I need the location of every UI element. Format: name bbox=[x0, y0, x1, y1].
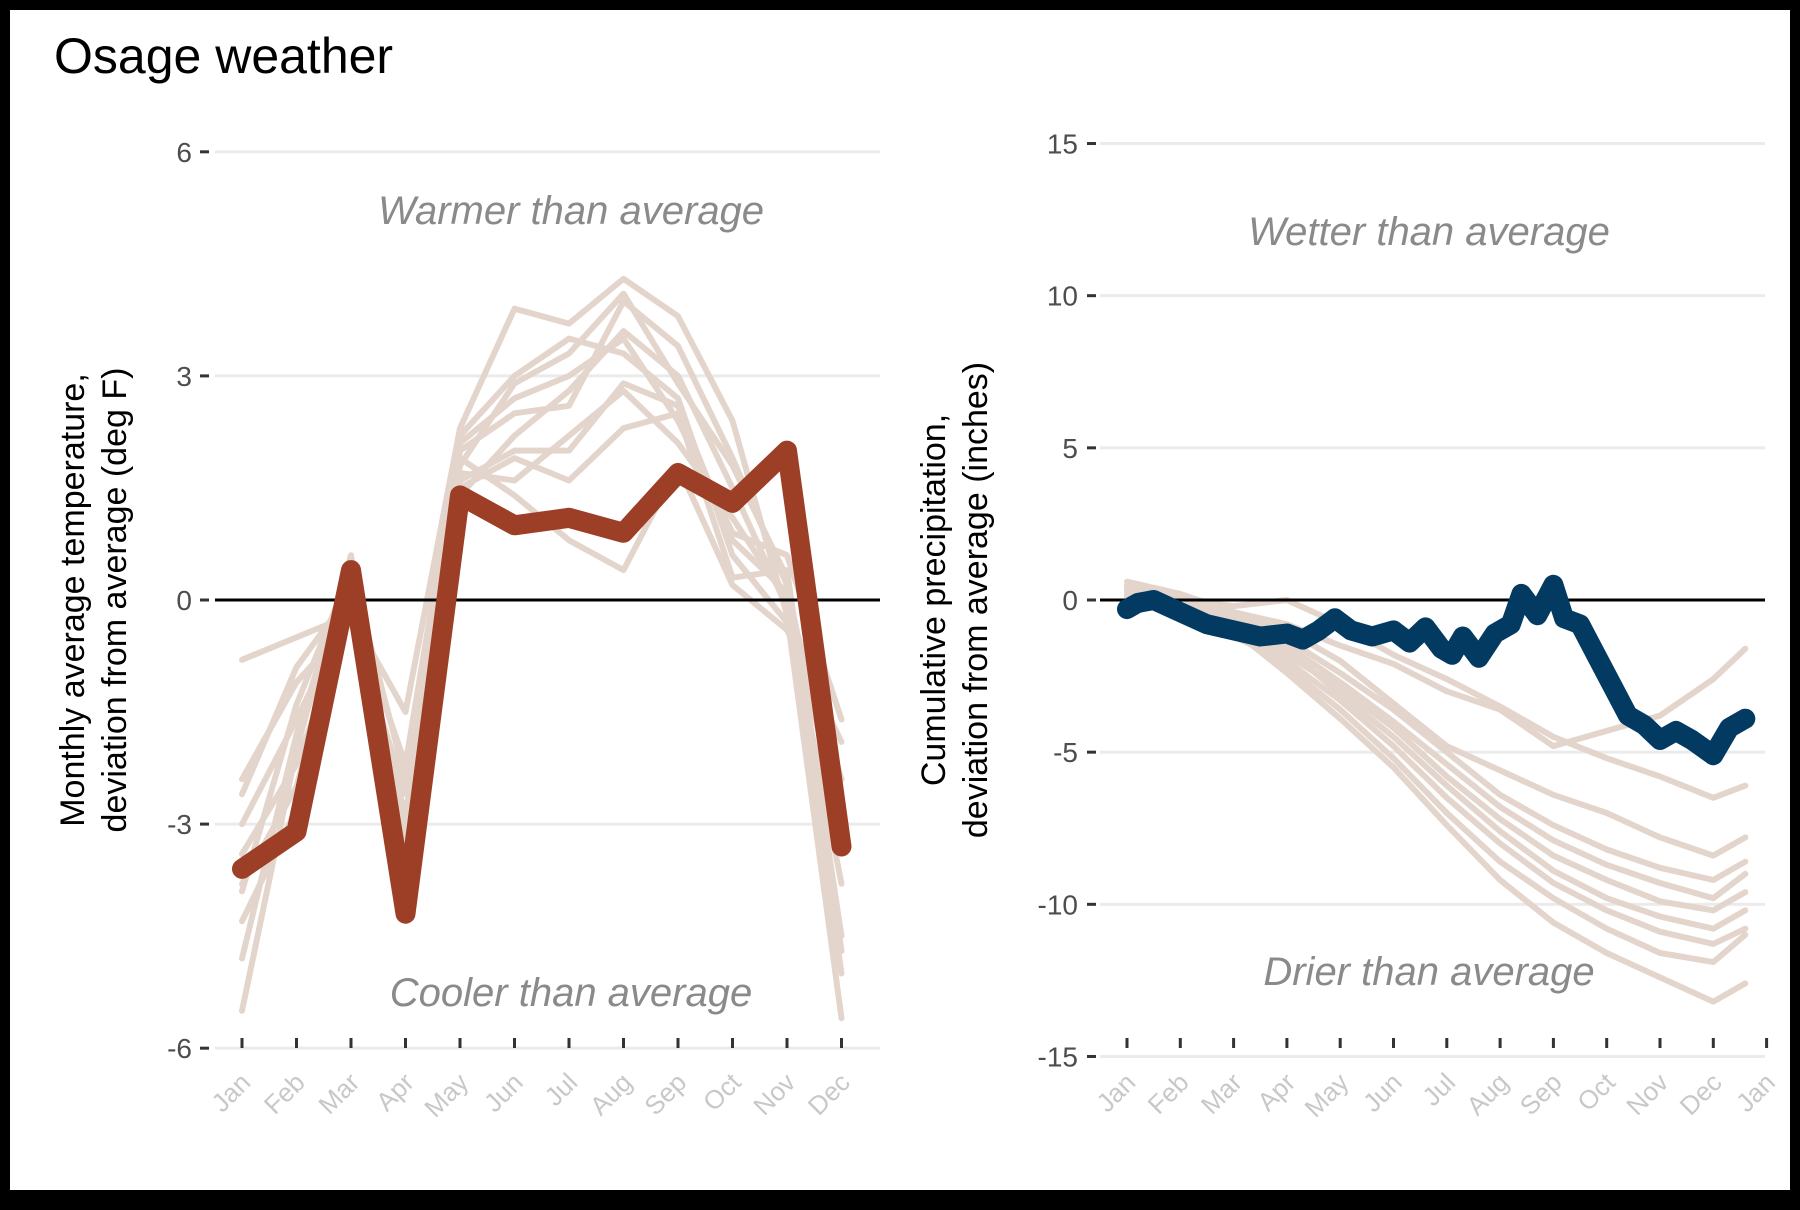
temp-xtick-label: Jun bbox=[478, 1067, 529, 1118]
precip-y-axis-title-line: deviation from average (inches) bbox=[957, 362, 995, 838]
temp-xtick-label: Sep bbox=[638, 1067, 692, 1121]
temp-ytick-label: 0 bbox=[176, 585, 192, 616]
temp-xtick-label: Oct bbox=[697, 1066, 747, 1116]
temp-xtick-label: May bbox=[418, 1067, 474, 1123]
precip-xtick-label: Dec bbox=[1674, 1067, 1728, 1121]
precip-y-axis-title: Cumulative precipitation, deviation from … bbox=[915, 362, 995, 838]
precip-background-line bbox=[1124, 590, 1749, 883]
precip-xtick-label: Nov bbox=[1620, 1067, 1674, 1121]
precipitation-panel: 15 10 5 0 -5 -10 -15 Cumulative precipitation, d… bbox=[915, 129, 1781, 1123]
temp-ytick-label: -3 bbox=[167, 809, 192, 840]
temp-xtick-label: Jul bbox=[539, 1067, 584, 1112]
precip-xtick-label: Jan bbox=[1730, 1067, 1781, 1118]
precip-ytick-label: 5 bbox=[1062, 433, 1078, 464]
temp-y-axis-title-line: deviation from average (deg F) bbox=[96, 368, 134, 833]
precip-xtick-label: Aug bbox=[1460, 1067, 1514, 1121]
precip-xtick-label: Apr bbox=[1251, 1067, 1301, 1117]
temp-xtick-label: Jan bbox=[205, 1067, 256, 1118]
precip-ytick-label: -15 bbox=[1038, 1041, 1078, 1072]
temp-xtick-label: Aug bbox=[584, 1067, 638, 1121]
precip-ytick-label: 0 bbox=[1062, 585, 1078, 616]
temp-xtick-label: Feb bbox=[258, 1067, 311, 1120]
temp-xtick-label: Nov bbox=[747, 1067, 801, 1121]
temp-xtick-label: Mar bbox=[312, 1067, 365, 1120]
temp-annotation-top: Warmer than average bbox=[378, 189, 764, 233]
precip-xtick-label: May bbox=[1298, 1067, 1354, 1123]
precip-xtick-label: Jul bbox=[1416, 1067, 1461, 1112]
temp-ytick-label: 3 bbox=[176, 361, 192, 392]
precip-xtick-label: Jun bbox=[1357, 1067, 1408, 1118]
temp-highlight-line bbox=[232, 440, 852, 924]
precip-xtick-label: Oct bbox=[1571, 1066, 1621, 1116]
precip-xtick-label: Sep bbox=[1514, 1067, 1568, 1121]
precip-ytick-label: -5 bbox=[1053, 737, 1078, 768]
precip-background-line bbox=[1124, 587, 1749, 801]
precip-background-line bbox=[1124, 581, 1749, 859]
precip-highlight-line bbox=[1117, 574, 1756, 766]
temp-ytick-label: 6 bbox=[176, 137, 192, 168]
precip-annotation-top: Wetter than average bbox=[1248, 210, 1610, 254]
precip-xtick-label: Mar bbox=[1195, 1067, 1248, 1120]
precip-y-axis-title-line: Cumulative precipitation, bbox=[915, 414, 953, 786]
temp-annotation-bottom: Cooler than average bbox=[390, 971, 752, 1015]
osage-weather-figure: Osage weather 6 3 0 -3 -6 Monthly average tem… bbox=[54, 28, 1781, 1123]
precip-ytick-label: -10 bbox=[1038, 889, 1078, 920]
temp-ytick-label: -6 bbox=[167, 1033, 192, 1064]
precip-annotation-bottom: Drier than average bbox=[1263, 950, 1594, 994]
temp-y-axis-title-line: Monthly average temperature, bbox=[54, 373, 92, 827]
temp-y-axis-title: Monthly average temperature, deviation fr… bbox=[54, 368, 134, 833]
precip-ytick-label: 15 bbox=[1047, 129, 1078, 160]
temperature-panel: 6 3 0 -3 -6 Monthly average temperature, devia… bbox=[54, 137, 880, 1123]
page-title: Osage weather bbox=[54, 28, 393, 84]
precip-xtick-label: Jan bbox=[1090, 1067, 1141, 1118]
temp-xtick-label: Dec bbox=[802, 1067, 856, 1121]
temp-background-line bbox=[239, 328, 845, 887]
precip-ytick-label: 10 bbox=[1047, 281, 1078, 312]
temp-xtick-label: Apr bbox=[370, 1067, 420, 1117]
precip-xtick-label: Feb bbox=[1142, 1067, 1195, 1120]
